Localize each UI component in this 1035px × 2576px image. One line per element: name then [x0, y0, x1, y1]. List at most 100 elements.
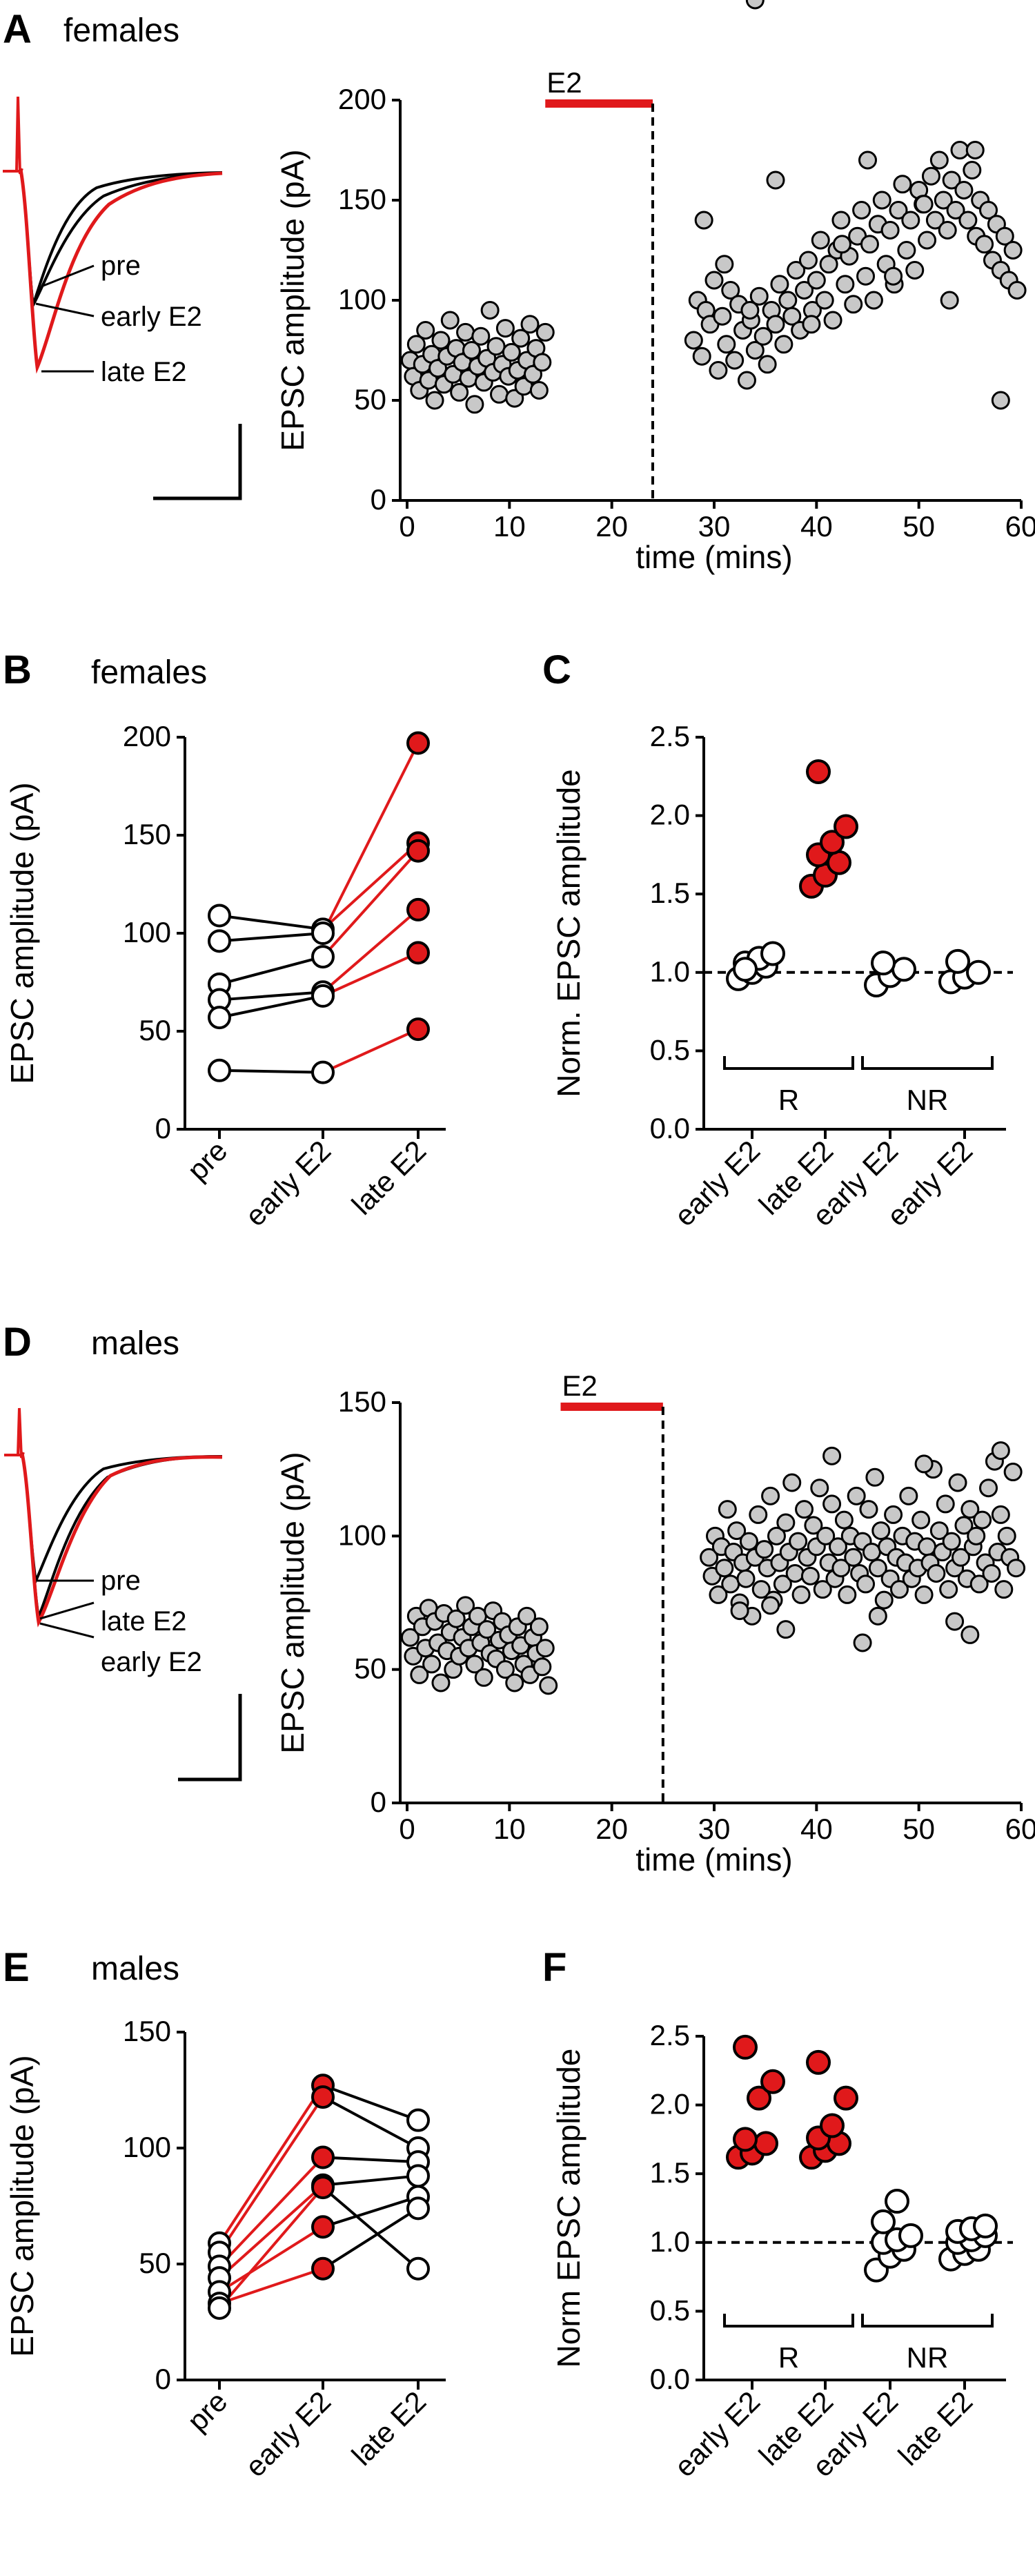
data-point — [860, 235, 879, 254]
e2-bar-label: E2 — [562, 1369, 598, 1402]
data-point — [868, 1606, 887, 1626]
data-point — [807, 271, 826, 290]
data-point — [891, 957, 916, 982]
data-point — [899, 1486, 918, 1505]
data-point — [815, 291, 834, 310]
data-point — [406, 731, 430, 755]
trace-label-early-e2: early E2 — [101, 1647, 202, 1677]
data-point — [942, 1532, 961, 1551]
data-point — [717, 335, 736, 354]
trace-group-d: pre late E2 early E2 — [4, 1407, 242, 1782]
timecourse-panel-d: 0 50 100 150 EPSC amplitude (pA) 0 10 20 30 40 50 6… — [275, 1369, 1035, 1877]
y-tick-label: 0.5 — [650, 2294, 690, 2326]
data-point — [834, 1510, 854, 1530]
y-tick-label: 0.0 — [650, 2363, 690, 2395]
data-point — [954, 1516, 974, 1535]
data-point — [885, 2189, 909, 2214]
norm-panel-c: 0.0 0.5 1.0 1.5 2.0 2.5 Norm. EPSC amplitude ea… — [551, 720, 1013, 1232]
series-line — [219, 932, 324, 943]
data-point — [954, 181, 974, 199]
subject-label-b: females — [91, 654, 207, 691]
x-tick-label: 50 — [903, 1813, 935, 1845]
data-point — [893, 175, 912, 194]
data-point — [747, 2085, 771, 2111]
x-tick-label: 0 — [399, 510, 415, 543]
data-point — [889, 201, 908, 219]
data-point — [865, 1467, 885, 1487]
data-point — [733, 2127, 758, 2152]
label-line-late — [39, 1601, 95, 1620]
data-point — [523, 364, 542, 384]
trace-label-late-e2: late E2 — [101, 1606, 187, 1637]
y-axis-label: EPSC amplitude (pA) — [275, 1452, 310, 1753]
data-point — [834, 2085, 858, 2111]
data-point — [311, 1060, 335, 1084]
series-line — [219, 994, 324, 1019]
data-point — [960, 1500, 980, 1519]
data-point — [806, 2049, 831, 2075]
trace-label-pre: pre — [101, 1565, 141, 1596]
data-point — [694, 211, 713, 230]
data-point — [966, 959, 991, 985]
trace-label-late-e2: late E2 — [101, 357, 187, 387]
data-point — [753, 326, 773, 346]
y-tick-label: 1.5 — [650, 877, 690, 909]
data-point — [766, 315, 785, 334]
data-point — [872, 191, 891, 210]
data-point — [838, 1585, 857, 1604]
artifact-spike — [17, 1407, 25, 1458]
data-point — [713, 306, 732, 326]
data-point — [811, 231, 830, 250]
x-tick-label: 10 — [493, 1813, 526, 1845]
data-point — [858, 150, 877, 170]
data-point — [859, 1500, 878, 1519]
data-point — [836, 275, 855, 294]
data-point — [921, 166, 940, 186]
data-point — [462, 341, 481, 360]
y-tick-label: 100 — [123, 2131, 171, 2163]
x-tick-label: 10 — [493, 510, 526, 543]
data-point — [465, 395, 484, 414]
data-point — [884, 266, 903, 286]
data-point — [311, 2145, 335, 2169]
data-point — [834, 814, 858, 839]
data-point — [994, 1580, 1014, 1599]
data-point — [511, 329, 531, 348]
data-point — [1003, 1463, 1023, 1482]
data-point — [715, 255, 734, 274]
data-point — [727, 1521, 747, 1541]
data-point — [901, 211, 920, 230]
series-line — [218, 2096, 324, 2254]
data-point — [495, 1660, 515, 1679]
data-point — [979, 201, 998, 219]
y-tick-label: 2.0 — [650, 2088, 690, 2120]
data-point — [828, 1537, 847, 1557]
data-point — [431, 1673, 451, 1692]
data-point — [761, 1596, 780, 1615]
data-point — [456, 1596, 475, 1615]
y-tick-label: 50 — [354, 383, 386, 416]
x-tick-label: early E2 — [668, 1134, 766, 1232]
data-point — [760, 941, 785, 966]
group-bracket — [723, 2314, 854, 2328]
group-label: R — [778, 1084, 799, 1116]
data-point — [925, 211, 945, 230]
data-point — [761, 1486, 780, 1505]
series-line — [219, 955, 324, 986]
data-point — [749, 1505, 768, 1524]
trace-early-e2 — [19, 169, 223, 309]
data-point — [871, 1521, 891, 1541]
data-point — [539, 1676, 558, 1695]
y-tick-label: 0 — [371, 1786, 386, 1818]
data-point — [692, 347, 711, 366]
data-point — [847, 1486, 866, 1505]
data-point — [721, 281, 740, 300]
data-point — [406, 2108, 430, 2132]
series-line — [322, 2186, 420, 2270]
data-point — [802, 315, 821, 334]
data-point — [745, 0, 765, 10]
data-point — [422, 1655, 442, 1674]
data-point — [736, 1569, 756, 1588]
data-point — [940, 291, 959, 310]
e2-bar-label: E2 — [546, 66, 582, 99]
